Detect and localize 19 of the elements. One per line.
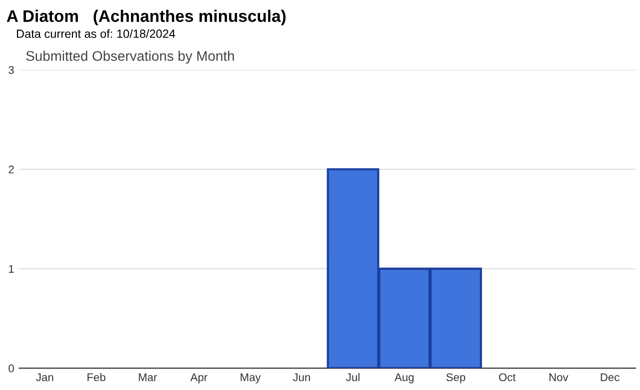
x-tick-label: Jan	[36, 373, 54, 382]
x-tick-label: Oct	[499, 373, 516, 382]
x-tick-label: Aug	[394, 373, 414, 384]
x-tick-label: Sep	[446, 373, 466, 384]
y-tick-label: 2	[8, 166, 14, 174]
y-tick-label: 3	[8, 66, 14, 74]
x-tick-label: Apr	[190, 373, 208, 384]
chart-title: A Diatom (Achnanthes minuscula)	[6, 10, 286, 26]
x-tick-label: Jun	[292, 373, 310, 382]
x-tick-label: Feb	[88, 373, 106, 382]
y-tick-label: 1	[9, 265, 14, 273]
x-tick-label: Nov	[550, 373, 568, 382]
x-tick-label: Mar	[138, 373, 157, 382]
x-tick-label: Dec	[600, 373, 620, 382]
x-tick-label: Jul	[346, 373, 360, 382]
chart-subtitle: Data current as of: 10/18/2024	[16, 29, 176, 38]
x-tick-label: May	[240, 373, 261, 384]
text: Submitted Observations by Month	[26, 50, 234, 64]
y-tick-label: 0	[8, 364, 14, 372]
